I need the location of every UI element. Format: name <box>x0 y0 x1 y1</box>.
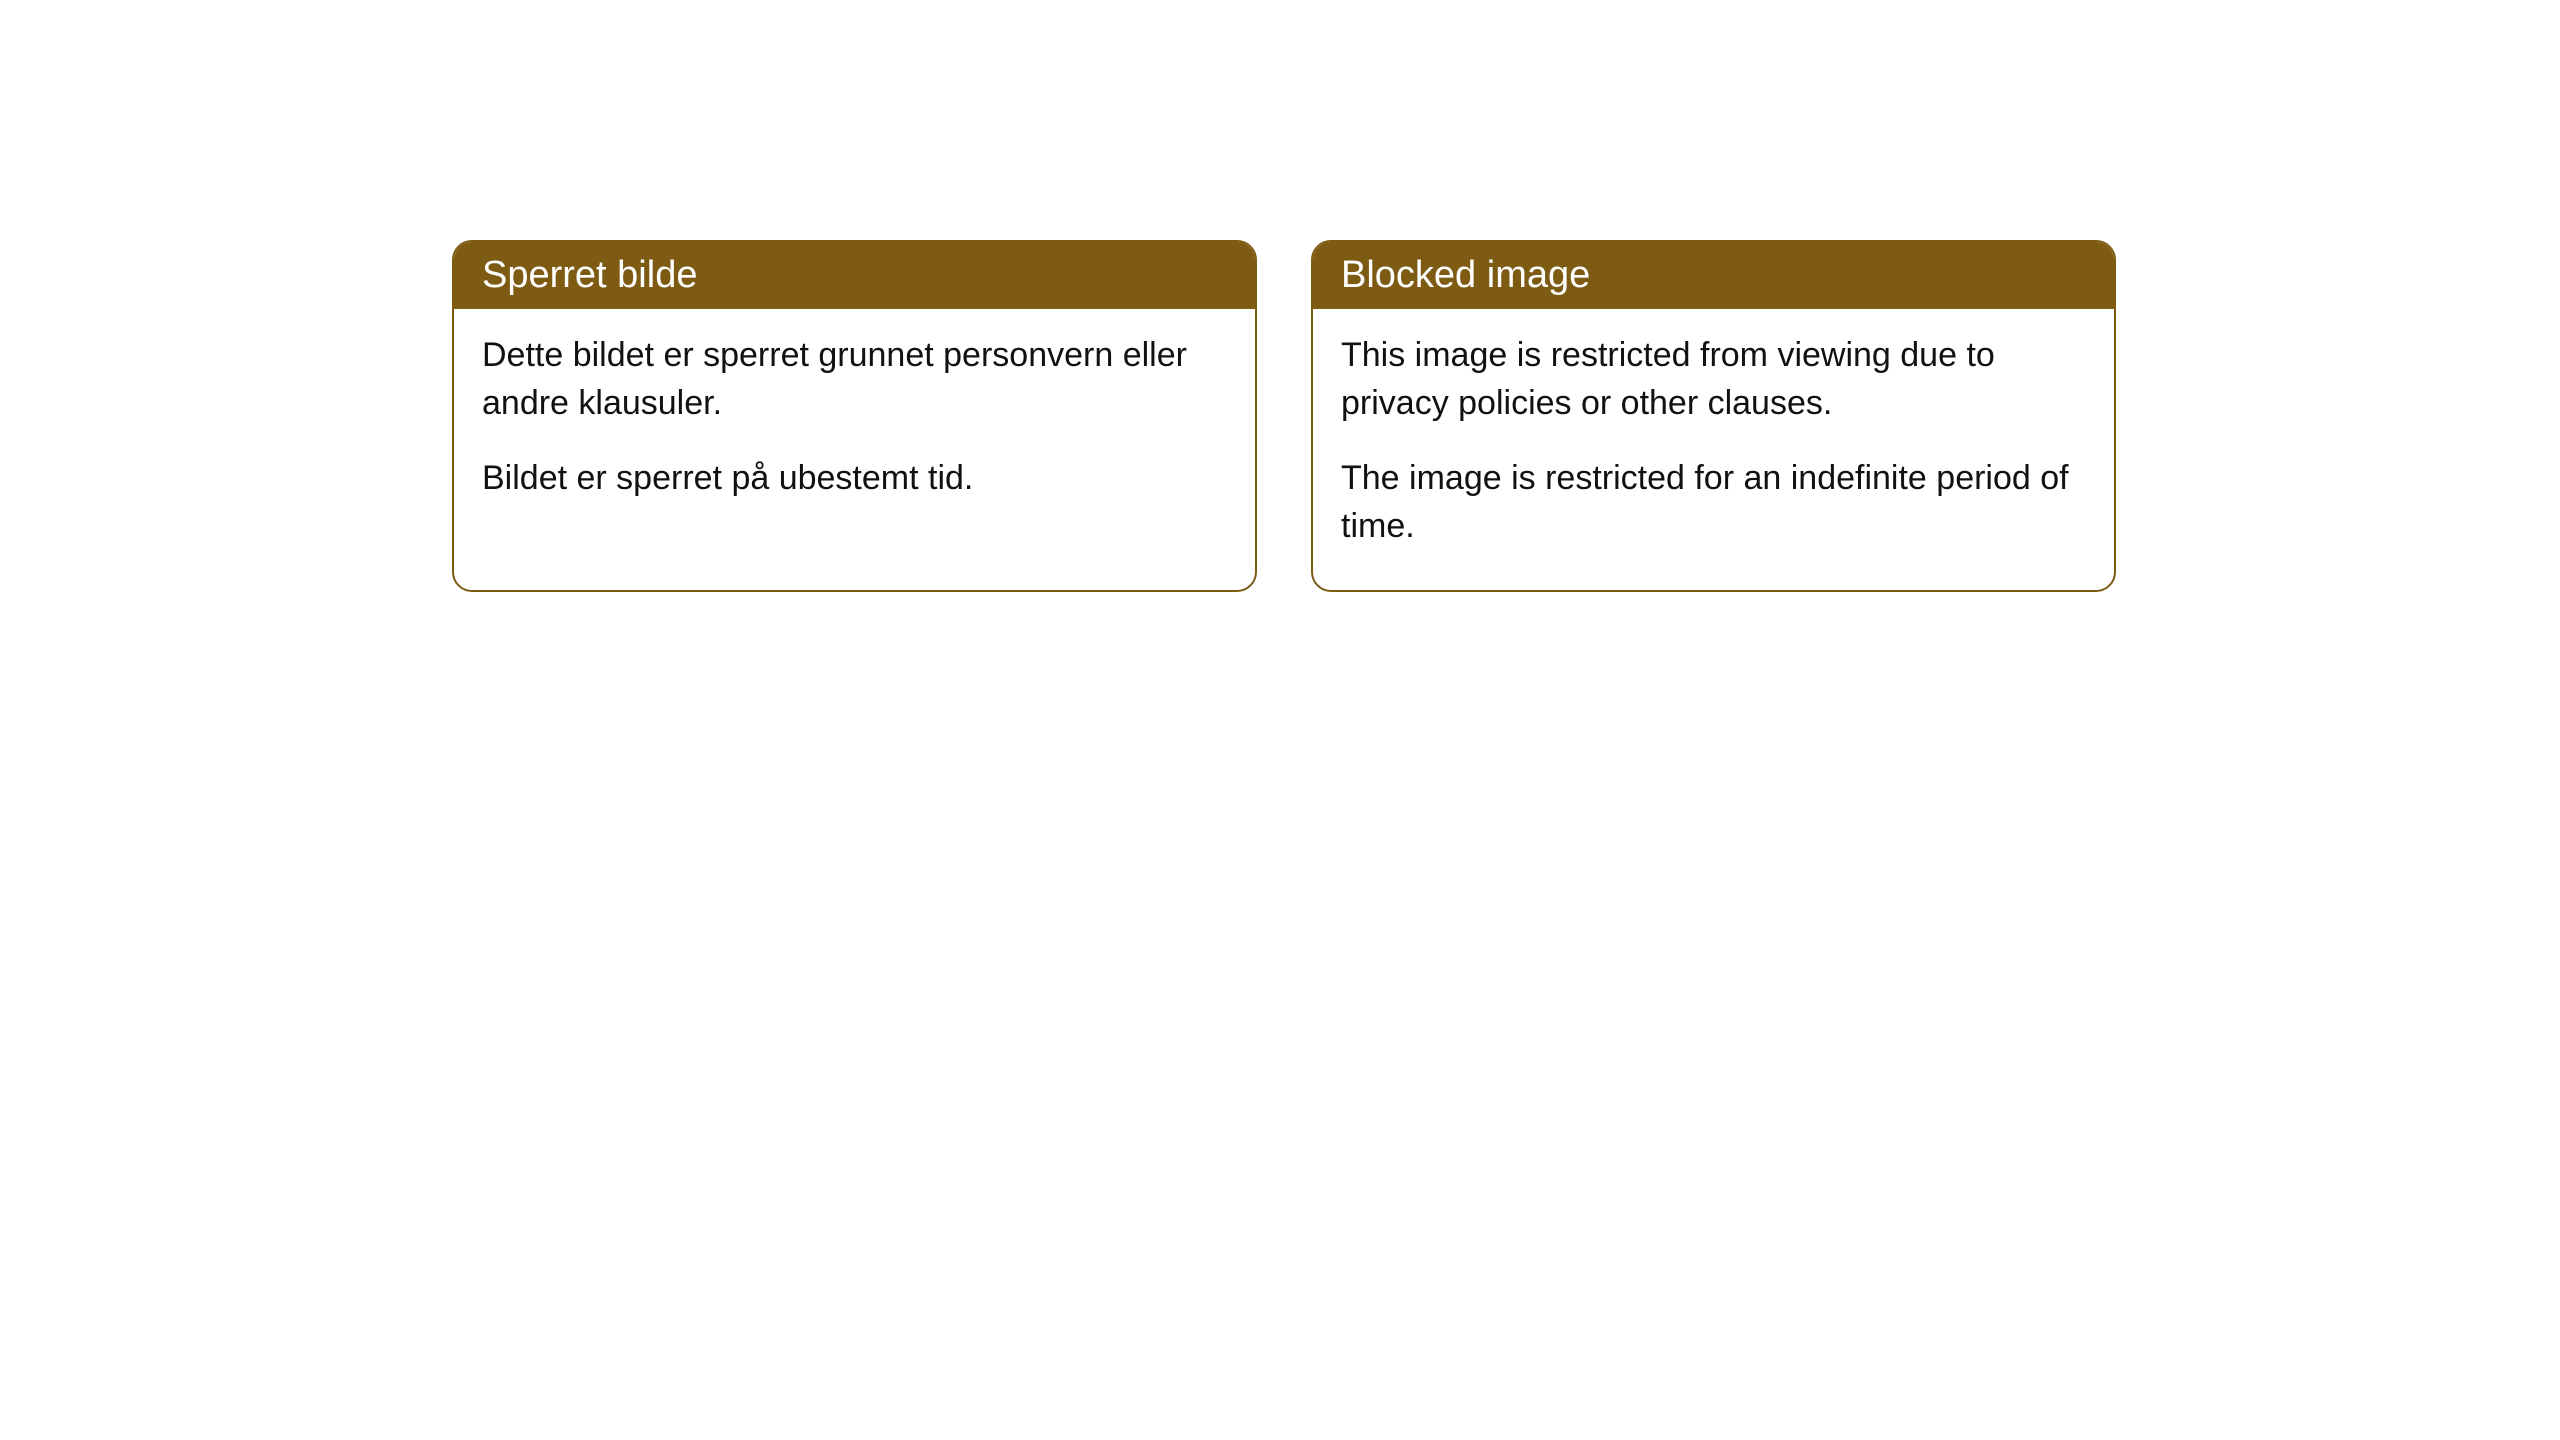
card-body: Dette bildet er sperret grunnet personve… <box>454 309 1255 542</box>
card-title: Blocked image <box>1341 254 1590 296</box>
card-header: Blocked image <box>1313 242 2114 309</box>
card-paragraph: This image is restricted from viewing du… <box>1341 331 2086 428</box>
card-paragraph: The image is restricted for an indefinit… <box>1341 454 2086 551</box>
card-paragraph: Bildet er sperret på ubestemt tid. <box>482 454 1227 502</box>
notice-card-english: Blocked image This image is restricted f… <box>1311 240 2116 592</box>
card-paragraph: Dette bildet er sperret grunnet personve… <box>482 331 1227 428</box>
card-body: This image is restricted from viewing du… <box>1313 309 2114 590</box>
notice-cards-container: Sperret bilde Dette bildet er sperret gr… <box>452 240 2116 592</box>
card-title: Sperret bilde <box>482 254 697 296</box>
notice-card-norwegian: Sperret bilde Dette bildet er sperret gr… <box>452 240 1257 592</box>
card-header: Sperret bilde <box>454 242 1255 309</box>
